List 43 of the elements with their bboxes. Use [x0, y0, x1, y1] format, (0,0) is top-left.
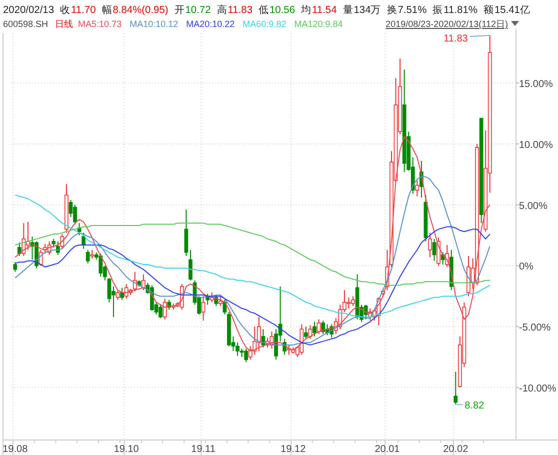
x-tick-label: 19.12 — [280, 444, 306, 455]
chart-subtitle: 600598.SH — [3, 19, 48, 29]
text: 振 — [432, 4, 443, 16]
x-tick-label: 20.02 — [443, 444, 469, 455]
text: 高 — [216, 4, 227, 16]
x-tick-label: 19.08 — [2, 444, 28, 455]
text: 2020/02/13 — [3, 5, 54, 16]
y-tick-label: 10.00% — [519, 140, 554, 151]
y-tick-label: 15.00% — [519, 78, 554, 90]
text: 134万 — [354, 5, 381, 16]
text: 2019/08/23-2020/02/13(112日) — [386, 19, 508, 29]
text: MA5:10.73 — [78, 19, 122, 29]
text: 额 — [483, 4, 494, 16]
text: 11.54 — [312, 5, 338, 16]
y-tick-label: -5.00% — [519, 322, 551, 334]
annotation: 11.83 — [444, 33, 468, 44]
x-tick-label: 19.11 — [191, 444, 216, 455]
text: 8.84%(0.95) — [112, 5, 168, 16]
x-tick-label: 19.10 — [114, 444, 140, 455]
x-tick-label: 20.01 — [374, 444, 400, 455]
text: 低 — [258, 5, 268, 16]
text: 开 — [174, 5, 184, 16]
annotation: 8.82 — [464, 400, 485, 412]
text: 10.56 — [270, 5, 296, 16]
legend-title: 日线 — [55, 19, 74, 29]
y-tick-label: 0% — [519, 262, 534, 273]
text: MA120:9.84 — [294, 19, 343, 29]
text: 11.83 — [228, 5, 253, 16]
text: 均 — [300, 4, 311, 16]
text: MA10:10.12 — [130, 19, 178, 29]
text: MA20:10.22 — [186, 19, 235, 29]
text: 幅 — [102, 4, 112, 16]
text: 10.72 — [185, 5, 212, 16]
text: 量 — [342, 5, 353, 16]
text: MA60:9.82 — [242, 19, 286, 29]
text: 15.41亿 — [494, 5, 530, 16]
y-tick-label: 5.00% — [519, 200, 548, 212]
text: 7.51% — [398, 5, 427, 16]
text: 11.70 — [71, 5, 96, 16]
text: 换 — [386, 4, 397, 16]
text: 收 — [60, 5, 70, 16]
text: 11.81% — [444, 5, 478, 16]
y-tick-label: -10.00% — [519, 384, 556, 395]
